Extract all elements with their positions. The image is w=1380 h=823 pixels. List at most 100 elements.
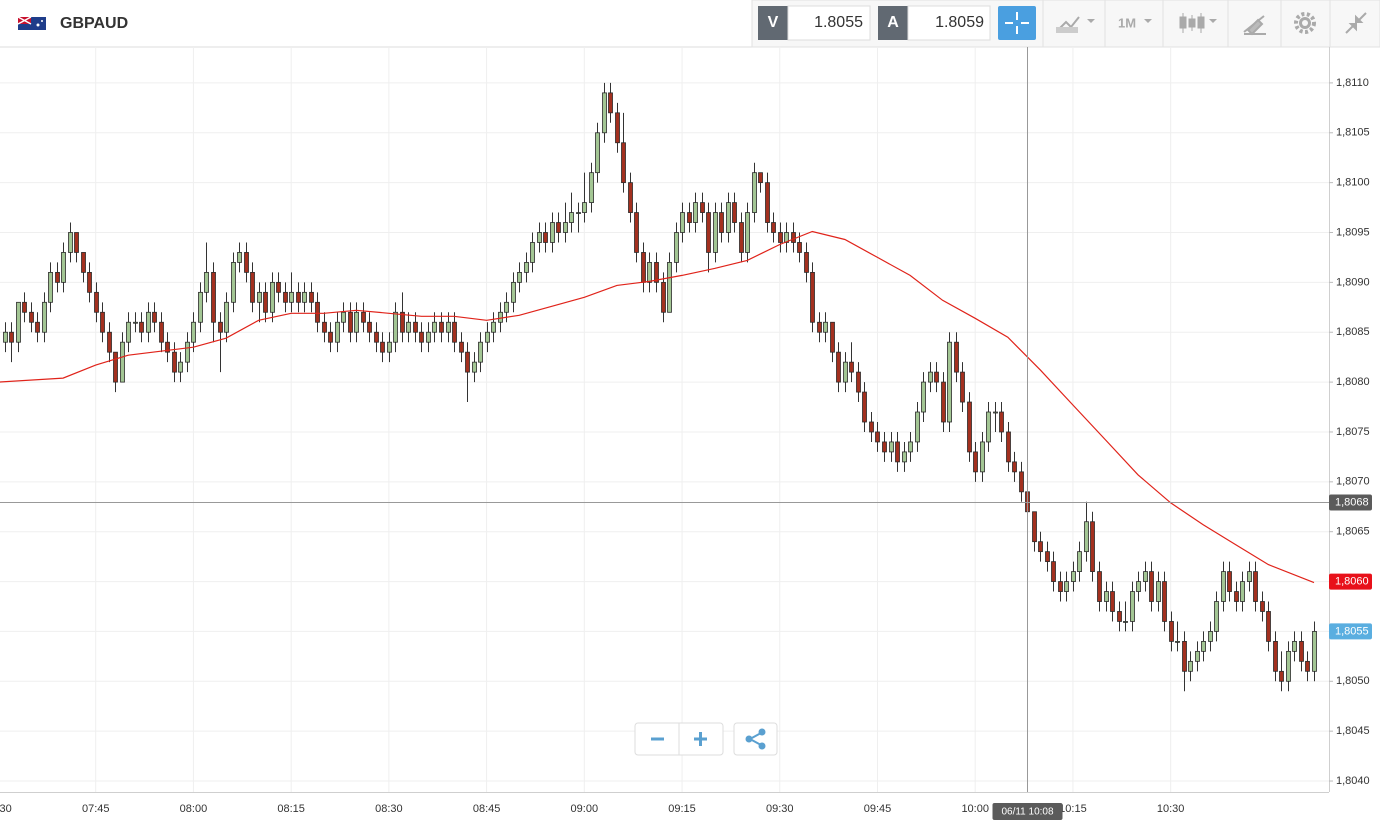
candle-body: [1260, 601, 1265, 612]
x-tick-label: 09:45: [864, 803, 892, 815]
candle-body: [9, 331, 14, 343]
candle-body: [1305, 660, 1310, 672]
draw-button[interactable]: [1243, 15, 1266, 36]
candle-body: [348, 311, 353, 333]
candle-body: [1208, 631, 1213, 642]
candle-body: [29, 311, 34, 323]
header: GBPAUD V 1.8055 A 1.8059 1M: [0, 0, 1380, 48]
candle-body: [1051, 561, 1056, 582]
candle-body: [810, 271, 815, 323]
candle-body: [68, 232, 73, 253]
candle-body: [387, 341, 392, 353]
sell-label[interactable]: V: [768, 14, 779, 31]
candle-body: [550, 222, 555, 243]
y-tick-label: 1,8110: [1336, 77, 1369, 89]
candle-body: [504, 301, 509, 313]
candle-body: [628, 182, 633, 213]
candle-body: [1286, 650, 1291, 682]
candle-body: [1169, 621, 1174, 642]
buy-price[interactable]: 1.8059: [935, 14, 984, 31]
y-tick-label: 1,8050: [1336, 675, 1370, 687]
candle-body: [999, 411, 1004, 433]
candle-body: [302, 291, 307, 303]
share-button[interactable]: [733, 722, 778, 756]
candle-body: [270, 281, 275, 313]
chart-type-button[interactable]: [1179, 13, 1217, 33]
sell-box[interactable]: [787, 5, 871, 41]
candle-body: [784, 232, 789, 243]
candle-body: [472, 361, 477, 373]
candle-body: [895, 441, 900, 463]
candle-body: [732, 202, 737, 223]
buy-badge[interactable]: [878, 6, 908, 40]
candle-body: [882, 441, 887, 453]
candle-body: [328, 331, 333, 343]
candle-body: [107, 331, 112, 353]
candle-body: [224, 301, 229, 333]
candle-body: [198, 291, 203, 323]
candle-body: [1240, 581, 1245, 602]
candle-body: [1104, 591, 1109, 602]
candle-body: [191, 321, 196, 343]
candle-body: [960, 371, 965, 403]
y-tick-label: 1,8075: [1336, 426, 1370, 438]
candle-body: [908, 441, 913, 453]
candle-body: [1221, 571, 1226, 602]
candle-body: [81, 252, 86, 273]
candle-body: [713, 212, 718, 253]
crosshair-time-label: 06/11 10:08: [1001, 807, 1054, 818]
candle-body: [1195, 650, 1200, 662]
candle-body: [322, 321, 327, 333]
candle-body: [1273, 641, 1278, 672]
candle-body: [543, 232, 548, 243]
sell-badge[interactable]: [758, 6, 788, 40]
sell-price[interactable]: 1.8055: [814, 14, 863, 31]
candle-body: [1130, 591, 1135, 622]
candle-body: [400, 311, 405, 333]
candle-body: [335, 321, 340, 343]
candle-body: [641, 252, 646, 283]
ma-price-label: 1,8060: [1335, 575, 1369, 587]
candle-body: [354, 311, 359, 333]
zoom-controls: [634, 722, 778, 756]
candle-body: [139, 321, 144, 333]
indicator-button[interactable]: [1056, 16, 1095, 33]
ma-price-box: [1329, 573, 1372, 590]
candle-body: [862, 391, 867, 423]
candle-body: [204, 271, 209, 293]
candle-body: [1110, 591, 1115, 612]
candle-body: [1077, 551, 1082, 572]
candle-body: [1012, 461, 1017, 473]
candle-body: [126, 321, 131, 343]
crosshair-price-box: [1329, 494, 1372, 511]
candle-body: [849, 361, 854, 373]
candle-body: [986, 411, 991, 443]
y-tick-label: 1,8085: [1336, 326, 1370, 338]
settings-button[interactable]: [1294, 12, 1316, 34]
candle-body: [185, 341, 190, 363]
candle-body: [1006, 431, 1011, 463]
candle-body: [159, 321, 164, 343]
y-tick-label: 1,8095: [1336, 226, 1370, 238]
timeframe-caret[interactable]: [1144, 19, 1152, 23]
candle-body: [595, 132, 600, 174]
buy-label[interactable]: A: [887, 14, 899, 31]
candle-body: [1117, 611, 1122, 622]
candle-body: [42, 301, 47, 333]
candle-body: [517, 271, 522, 283]
candle-body: [1058, 581, 1063, 592]
crosshair-button[interactable]: [998, 6, 1036, 40]
candle-body: [661, 281, 666, 313]
buy-box[interactable]: [907, 5, 991, 41]
candle-body: [1299, 641, 1304, 662]
x-tick-label: 10:00: [961, 803, 989, 815]
collapse-button[interactable]: [1345, 12, 1367, 34]
candle-body: [1156, 581, 1161, 602]
y-tick-label: 1,8080: [1336, 376, 1370, 388]
candle-body: [797, 242, 802, 253]
candle-body: [902, 451, 907, 463]
timeframe[interactable]: 1M: [1118, 15, 1136, 30]
x-tick-label: 10:30: [1157, 803, 1185, 815]
zoom-in-button[interactable]: [694, 732, 707, 746]
